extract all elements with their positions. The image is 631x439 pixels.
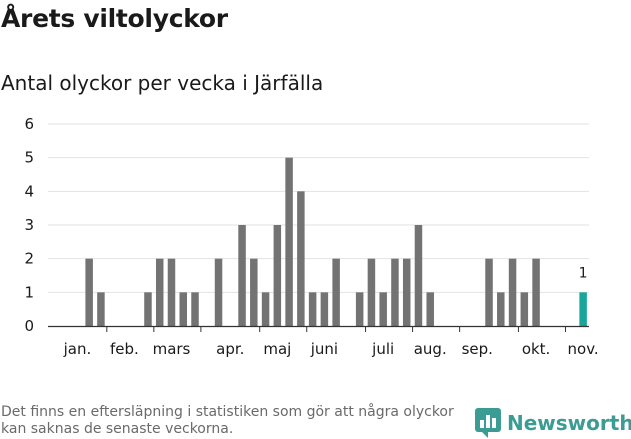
bar xyxy=(250,258,258,326)
bar-chart: 0 1 2 3 4 5 6 jan. feb. mars apr. maj juni juli aug. se… xyxy=(24,115,599,358)
bar xyxy=(332,258,340,326)
bar xyxy=(379,292,387,326)
bar xyxy=(414,225,423,326)
data-label: 1 xyxy=(579,265,588,281)
bar xyxy=(238,225,246,326)
y-tick-label: 3 xyxy=(24,216,34,234)
bar xyxy=(261,292,270,326)
y-tick-label: 5 xyxy=(24,149,34,167)
x-tick-label: okt. xyxy=(522,340,551,358)
bar xyxy=(167,258,176,326)
y-tick-label: 2 xyxy=(24,250,34,268)
bar xyxy=(297,191,305,326)
bar xyxy=(285,157,293,326)
x-tick-label: apr. xyxy=(216,340,244,358)
brand-name: Newsworthy xyxy=(507,411,631,435)
x-tick-label: nov. xyxy=(568,340,599,358)
y-tick-label: 1 xyxy=(24,283,34,301)
bar xyxy=(85,258,93,326)
bar xyxy=(402,258,411,326)
bar xyxy=(508,258,517,326)
y-tick-label: 6 xyxy=(24,115,34,133)
bar xyxy=(532,258,540,326)
bar xyxy=(144,292,152,326)
x-tick-label: sep. xyxy=(462,340,493,358)
bar xyxy=(191,292,199,326)
newsworthy-logo-icon xyxy=(475,408,501,438)
bar xyxy=(497,292,505,326)
bar xyxy=(308,292,317,326)
brand-logo: Newsworthy xyxy=(475,408,631,438)
x-tick-label: maj xyxy=(263,340,291,358)
x-tick-label: aug. xyxy=(414,340,447,358)
bar xyxy=(520,292,529,326)
bar xyxy=(97,292,105,326)
bar xyxy=(391,258,399,326)
bar xyxy=(426,292,434,326)
bar xyxy=(155,258,164,326)
chart-title: Årets viltolyckor xyxy=(1,4,228,33)
x-tick-label: mars xyxy=(153,340,191,358)
y-tick-label: 0 xyxy=(24,317,34,335)
x-tick-label: feb. xyxy=(110,340,139,358)
footnote: Det finns en eftersläpning i statistiken… xyxy=(1,404,454,437)
bar xyxy=(320,292,329,326)
bar xyxy=(355,292,364,326)
x-tick-label: jan. xyxy=(63,340,92,358)
highlighted-bar xyxy=(579,292,587,326)
bar xyxy=(179,292,187,326)
x-tick-label: juni xyxy=(310,340,338,358)
bar xyxy=(367,258,376,326)
bar xyxy=(214,258,223,326)
y-tick-label: 4 xyxy=(24,182,34,200)
bar xyxy=(273,225,282,326)
bar xyxy=(485,258,493,326)
chart-subtitle: Antal olyckor per vecka i Järfälla xyxy=(1,71,324,95)
x-tick-label: juli xyxy=(371,340,394,358)
